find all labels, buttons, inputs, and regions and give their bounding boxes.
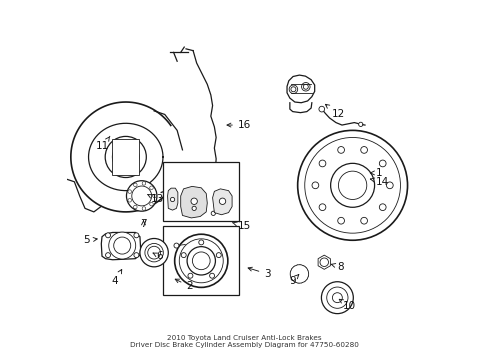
Circle shape	[144, 243, 163, 262]
Polygon shape	[212, 189, 232, 215]
Circle shape	[294, 269, 304, 279]
Circle shape	[209, 273, 214, 278]
Circle shape	[212, 188, 218, 192]
Text: 15: 15	[232, 221, 251, 231]
Circle shape	[128, 190, 131, 193]
Circle shape	[152, 194, 156, 198]
Circle shape	[290, 265, 308, 283]
Bar	[163, 162, 239, 221]
Circle shape	[379, 160, 386, 167]
Circle shape	[192, 252, 210, 270]
Circle shape	[142, 207, 145, 210]
Circle shape	[149, 186, 153, 189]
Circle shape	[321, 282, 353, 314]
Text: 7: 7	[140, 219, 146, 229]
Circle shape	[330, 163, 374, 207]
Circle shape	[319, 258, 328, 266]
Circle shape	[132, 186, 151, 206]
Circle shape	[114, 237, 130, 254]
Circle shape	[192, 206, 196, 211]
Circle shape	[105, 233, 110, 238]
Circle shape	[174, 243, 179, 248]
Circle shape	[326, 287, 347, 308]
Circle shape	[290, 87, 295, 92]
Text: 2010 Toyota Land Cruiser Anti-Lock Brakes
Driver Disc Brake Cylinder Assembly Di: 2010 Toyota Land Cruiser Anti-Lock Brake…	[130, 336, 358, 348]
Text: 12: 12	[325, 104, 345, 120]
Circle shape	[216, 253, 221, 258]
Polygon shape	[286, 75, 314, 103]
Circle shape	[337, 217, 344, 224]
Text: 4: 4	[112, 270, 122, 286]
Circle shape	[142, 181, 145, 185]
Circle shape	[319, 204, 325, 211]
Polygon shape	[101, 233, 141, 260]
Circle shape	[318, 106, 324, 112]
Circle shape	[303, 84, 307, 89]
Circle shape	[140, 238, 168, 267]
Text: 8: 8	[330, 262, 343, 272]
Circle shape	[181, 253, 186, 258]
Circle shape	[337, 147, 344, 153]
Circle shape	[191, 198, 197, 204]
Circle shape	[134, 253, 139, 258]
Circle shape	[112, 144, 139, 170]
Polygon shape	[318, 255, 330, 269]
Circle shape	[297, 130, 407, 240]
Circle shape	[311, 182, 318, 189]
Circle shape	[211, 211, 215, 215]
Text: 16: 16	[226, 120, 251, 130]
Circle shape	[179, 239, 223, 283]
Circle shape	[108, 232, 135, 259]
Circle shape	[332, 293, 342, 303]
Text: 13: 13	[147, 194, 164, 204]
Circle shape	[134, 233, 139, 238]
Polygon shape	[112, 139, 139, 175]
Circle shape	[133, 205, 137, 209]
Text: 14: 14	[369, 177, 388, 187]
Polygon shape	[181, 186, 207, 218]
Circle shape	[386, 182, 392, 189]
Text: 11: 11	[96, 136, 110, 151]
Circle shape	[174, 234, 227, 287]
Circle shape	[128, 199, 131, 202]
Circle shape	[219, 198, 225, 204]
Circle shape	[126, 181, 157, 211]
Circle shape	[133, 183, 137, 187]
Text: 10: 10	[339, 299, 355, 311]
Circle shape	[358, 122, 362, 126]
Text: 3: 3	[247, 267, 270, 279]
Circle shape	[105, 253, 110, 258]
Circle shape	[198, 240, 203, 245]
Text: 2: 2	[175, 279, 192, 291]
Circle shape	[360, 147, 366, 153]
Text: 9: 9	[288, 275, 298, 286]
Circle shape	[319, 160, 325, 167]
Circle shape	[170, 197, 174, 202]
Circle shape	[338, 171, 366, 199]
Circle shape	[187, 247, 215, 275]
Circle shape	[360, 217, 366, 224]
Circle shape	[187, 273, 192, 278]
Circle shape	[301, 82, 309, 91]
Text: 5: 5	[83, 235, 97, 245]
Text: 6: 6	[153, 251, 163, 261]
Circle shape	[147, 246, 160, 259]
Polygon shape	[167, 188, 178, 210]
Text: 1: 1	[369, 168, 382, 178]
Circle shape	[105, 136, 146, 177]
Circle shape	[304, 138, 400, 233]
Circle shape	[149, 202, 153, 206]
Circle shape	[288, 85, 297, 94]
Circle shape	[379, 204, 386, 211]
Bar	[163, 226, 239, 295]
